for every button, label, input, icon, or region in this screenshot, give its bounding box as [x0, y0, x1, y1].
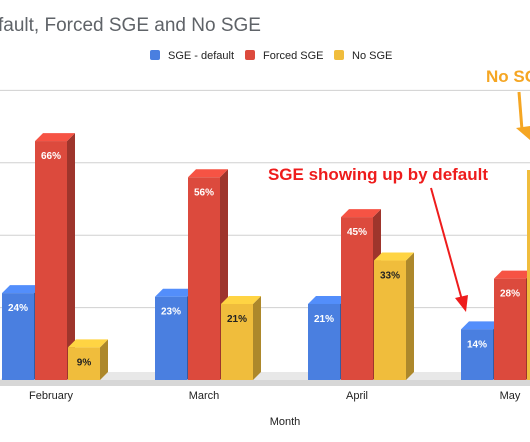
bar: 56% — [188, 169, 228, 380]
legend-label: Forced SGE — [263, 50, 324, 62]
data-label: 14% — [467, 339, 487, 350]
bar-top — [374, 252, 414, 261]
bar: 66% — [35, 133, 75, 380]
data-label: 45% — [347, 227, 367, 238]
data-label: 33% — [380, 271, 400, 282]
bar-top — [494, 270, 530, 279]
bars: 24% 66% 9% 23% 56% 21% 21% 45% 33% 14% 28% — [2, 133, 530, 380]
bar-front — [155, 296, 187, 380]
bar-front — [68, 347, 100, 380]
legend-label: No SGE — [352, 50, 392, 62]
bar-front — [341, 217, 373, 380]
annotation-arrow-head — [516, 126, 530, 140]
bar-side — [406, 252, 414, 380]
annotation-arrow-shaft — [517, 91, 524, 131]
bar-front — [494, 278, 526, 380]
data-label: 23% — [161, 307, 181, 318]
gridlines — [0, 89, 530, 309]
bar-top — [308, 295, 348, 304]
bar-top — [2, 285, 42, 294]
bar-front — [374, 260, 406, 380]
bar-front — [221, 303, 253, 380]
annotation-sge-default: SGE showing up by default — [268, 165, 488, 184]
annotation-arrow-shaft — [430, 187, 463, 301]
bar: 33% — [374, 252, 414, 380]
x-tick-label: May — [500, 390, 521, 402]
data-label: 66% — [41, 151, 61, 162]
bar: 9% — [68, 339, 108, 380]
bar-front — [2, 293, 34, 380]
annotations: SGE showing up by default No SG — [268, 67, 530, 380]
legend-swatch — [334, 50, 344, 60]
bar-side — [253, 295, 261, 380]
data-label: 28% — [500, 289, 520, 300]
x-axis-label: Month — [270, 416, 301, 428]
data-label: 24% — [8, 303, 28, 314]
x-tick-label: February — [29, 390, 74, 402]
bar-side — [100, 339, 108, 380]
bar-top — [155, 288, 195, 297]
bar-top — [341, 209, 381, 218]
bar-top — [221, 295, 261, 304]
bar-front — [35, 141, 67, 380]
data-label: 21% — [227, 314, 247, 325]
annotation-no-sge: No SG — [486, 67, 530, 86]
chart-title: fault, Forced SGE and No SGE — [0, 15, 261, 36]
annotation-arrow-head — [455, 295, 468, 312]
bar-top — [35, 133, 75, 142]
data-label: 9% — [77, 357, 92, 368]
data-label: 21% — [314, 314, 334, 325]
bar-top — [188, 169, 228, 178]
data-label: 56% — [194, 187, 214, 198]
x-tick-label: April — [346, 390, 368, 402]
bar-front — [461, 329, 493, 380]
bar-side — [67, 133, 75, 380]
bar-top — [68, 339, 108, 348]
bar-front — [308, 303, 340, 380]
bar: 28% — [494, 270, 530, 380]
bar: 21% — [221, 295, 261, 380]
legend-swatch — [150, 50, 160, 60]
floor-front — [0, 380, 530, 386]
legend-label: SGE - default — [168, 50, 234, 62]
x-tick-labels: February March April May — [29, 390, 521, 402]
x-tick-label: March — [189, 390, 220, 402]
legend: SGE - default Forced SGE No SGE — [150, 50, 392, 62]
bar-front — [527, 170, 530, 380]
bar-front — [188, 177, 220, 380]
legend-swatch — [245, 50, 255, 60]
bar-top — [461, 321, 501, 330]
